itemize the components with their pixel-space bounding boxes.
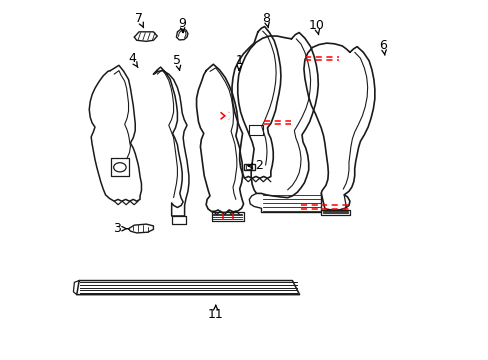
Text: 8: 8 (262, 12, 269, 28)
Text: 11: 11 (207, 305, 223, 321)
Text: 7: 7 (135, 12, 143, 28)
Text: 6: 6 (379, 40, 386, 55)
Text: 10: 10 (308, 19, 324, 35)
Text: 5: 5 (173, 54, 181, 70)
Bar (244, 164, 255, 170)
Bar (246, 165, 252, 169)
Text: 4: 4 (128, 52, 138, 68)
Text: 3: 3 (113, 222, 127, 235)
Text: 2: 2 (248, 159, 262, 172)
Text: 9: 9 (178, 17, 186, 33)
Text: 1: 1 (235, 54, 243, 70)
